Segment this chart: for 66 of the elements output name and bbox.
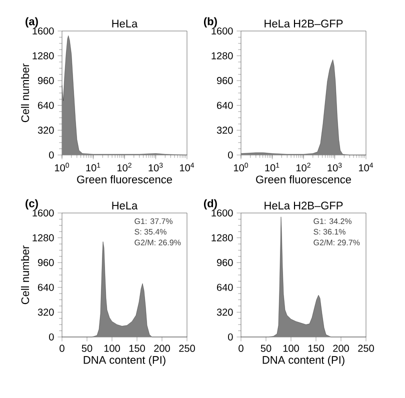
x-tick-label: 10$^{3}$ [148,162,163,172]
y-tick-label: 640 [38,102,54,109]
y-tick-label: 1280 [32,234,54,242]
x-tick-label: 50 [260,344,272,352]
y-tick-label: 320 [216,308,233,316]
y-tick-label: 960 [38,259,54,266]
x-tick-label: 10$^{1}$ [265,162,280,172]
annotation: G1: 34.2% [314,218,352,224]
y-tick-label: 960 [216,259,233,266]
x-axis-title: DNA content (PI) [84,356,166,366]
y-tick-label: 0 [49,151,54,159]
text: (c) [26,199,38,210]
x-axis-title: DNA content (PI) [262,356,344,366]
x-tick-label: 0 [60,344,64,352]
annotation: G2/M: 26.9% [134,239,181,246]
x-tick-label: 10$^{0}$ [234,162,248,172]
x-tick-label: 10$^{4}$ [359,162,374,172]
chart-title: HeLa H2B–GFP [264,202,343,210]
x-tick-label: 150 [129,344,145,352]
y-tick-label: 960 [38,77,54,84]
x-tick-label: 10$^{2}$ [296,162,310,172]
y-tick-label: 1280 [212,234,233,242]
y-tick-label: 1600 [32,27,54,35]
text: (d) [204,199,217,210]
x-tick-label: 200 [154,344,170,352]
annotation: S: 35.4% [134,228,166,235]
y-tick-label: 640 [217,284,233,291]
x-tick-label: 150 [308,344,324,352]
x-tick-label: 10$^{0}$ [55,162,69,172]
x-tick-label: 10$^{4}$ [180,162,194,172]
annotation: G2/M: 29.7% [314,239,360,246]
x-tick-label: 10$^{1}$ [86,162,100,172]
y-tick-label: 1600 [212,27,233,35]
y-axis-title: Cell number [21,246,30,304]
x-axis-title: Green fluorescence [77,175,172,184]
chart-title: HeLa H2B–GFP [264,20,343,28]
y-tick-label: 0 [228,333,233,341]
y-axis-title: Cell number [21,64,30,122]
y-tick-label: 320 [38,308,54,316]
y-tick-label: 0 [228,151,233,159]
x-tick-label: 0 [238,344,244,352]
y-tick-label: 640 [38,284,54,291]
y-tick-label: 1600 [212,209,233,217]
x-axis-title: Green fluorescence [256,175,351,184]
x-tick-label: 200 [333,344,349,352]
y-tick-label: 320 [38,126,54,134]
x-tick-label: 100 [283,344,299,352]
x-tick-label: 50 [82,344,92,352]
text: (a) [26,17,38,28]
y-tick-label: 320 [216,126,233,134]
x-tick-label: 10$^{2}$ [118,162,132,172]
chart-title: HeLa [112,20,138,28]
y-tick-label: 0 [49,333,54,341]
y-tick-label: 1280 [212,52,233,60]
x-tick-label: 100 [104,344,120,352]
y-tick-label: 640 [217,102,233,109]
x-tick-label: 250 [358,344,374,352]
x-tick-label: 250 [179,344,195,352]
x-tick-label: 10$^{3}$ [328,162,342,172]
annotation: G1: 37.7% [134,218,173,224]
y-tick-label: 1280 [32,52,54,60]
annotation: S: 36.1% [314,228,346,235]
text: (b) [204,17,217,28]
y-tick-label: 960 [216,77,233,84]
chart-title: HeLa [112,202,138,210]
y-tick-label: 1600 [32,209,54,217]
